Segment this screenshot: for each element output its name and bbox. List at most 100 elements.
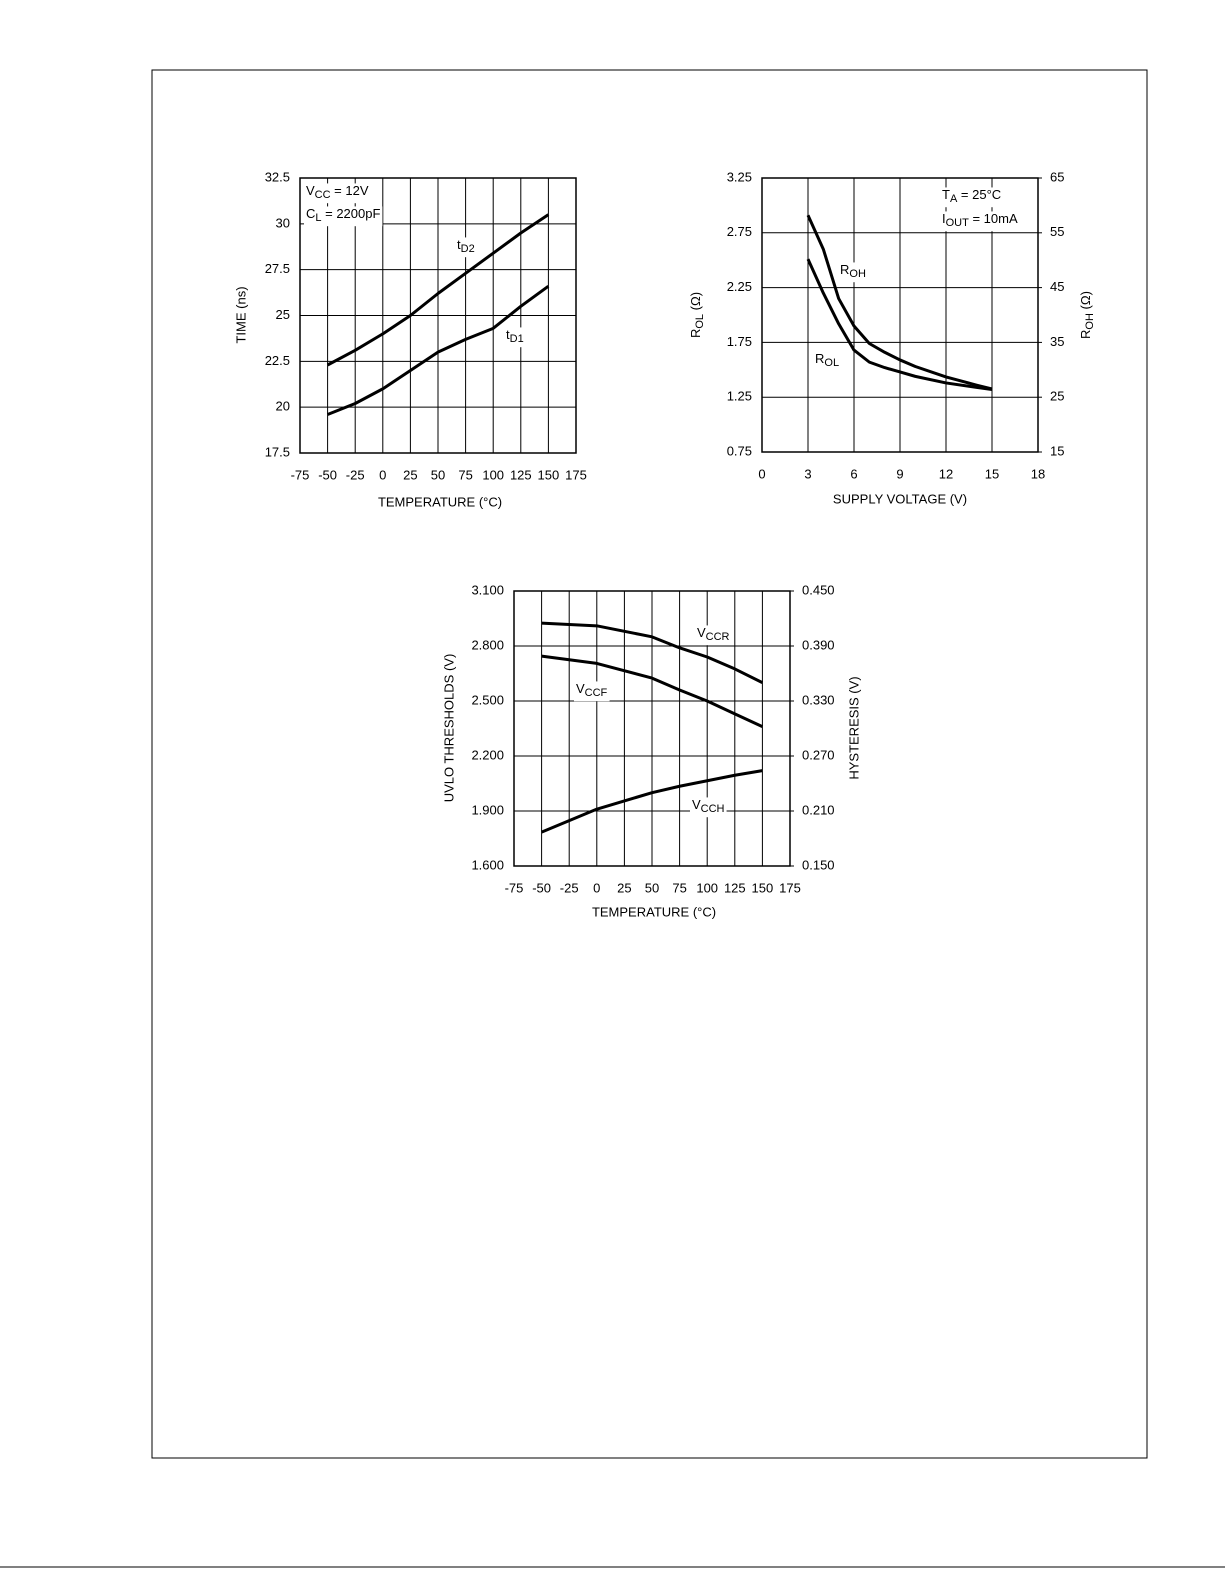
y-tick-label: 2.800 [471,637,504,652]
x-tick-label: 0 [379,467,386,482]
y2-axis-label-part: R [1078,330,1093,339]
y-tick-label: 22.5 [265,353,290,368]
annotation-part: = 10mA [969,211,1018,226]
series-label-part: CCH [701,803,725,815]
series-label: ROH [840,262,866,280]
y-axis-label: ROL (Ω) [688,292,706,338]
x-tick-label: 15 [985,466,999,481]
y-tick-label: 2.200 [471,747,504,762]
annotation-part: CC [315,189,331,201]
y-tick-label: 3.100 [471,582,504,597]
x-tick-label: -50 [532,880,551,895]
annotation-part: A [950,193,958,205]
y2-axis-label-part: (Ω) [1078,291,1093,313]
series-label-part: R [840,262,849,277]
series-line [806,258,993,392]
series-label: tD1 [506,327,524,345]
label-backdrop [940,187,1004,208]
label-backdrop [574,681,610,702]
series-label-part: V [692,797,701,812]
series-label-part: V [697,625,706,640]
x-tick-label: 150 [752,880,774,895]
annotation-part: = 12V [331,183,369,198]
y-tick-label: 27.5 [265,261,290,276]
x-tick-label: 75 [672,880,686,895]
y2-tick-label: 0.390 [802,637,835,652]
label-backdrop [304,206,383,227]
label-backdrop [455,237,477,258]
y-axis-label-part: OL [694,314,706,329]
y2-axis-label: ROH (Ω) [1078,291,1096,339]
annotation: CL = 2200pF [306,206,380,224]
x-tick-label: -25 [346,467,365,482]
x-tick-label: -50 [318,467,337,482]
series-label-part: D2 [461,243,475,255]
y-tick-label: 17.5 [265,444,290,459]
series-label-part: OH [849,268,866,280]
label-backdrop [690,797,727,818]
annotation-part: = 25°C [957,187,1001,202]
series-label-part: V [576,681,585,696]
y2-tick-label: 35 [1050,334,1064,349]
x-tick-label: -75 [291,467,310,482]
x-tick-label: 75 [458,467,472,482]
y2-tick-label: 0.330 [802,692,835,707]
annotation-part: C [306,206,315,221]
y-tick-label: 1.900 [471,802,504,817]
x-tick-label: 3 [804,466,811,481]
y-tick-label: 2.500 [471,692,504,707]
y2-tick-label: 25 [1050,389,1064,404]
plot-frame [761,177,1039,453]
x-tick-label: 175 [779,880,801,895]
label-backdrop [838,262,868,283]
label-backdrop [695,625,732,646]
annotation-part: T [942,187,950,202]
plot-frame [513,590,791,867]
y-tick-label: 0.75 [727,443,752,458]
x-tick-label: 50 [645,880,659,895]
y-tick-label: 2.75 [727,224,752,239]
x-tick-label: 0 [593,880,600,895]
y2-tick-label: 0.270 [802,747,835,762]
series-label: VCCH [692,797,725,815]
y-axis-label: TIME (ns) [233,286,248,343]
y-tick-label: 3.25 [727,169,752,184]
y2-axis-label: HYSTERESIS (V) [846,676,861,779]
annotation: TA = 25°C [942,187,1001,205]
series-label-part: CCF [585,687,608,699]
x-tick-label: 9 [896,466,903,481]
label-backdrop [504,327,526,348]
annotation-part: V [306,183,315,198]
y2-axis-label-part: OH [1084,313,1096,330]
y-tick-label: 1.600 [471,857,504,872]
x-tick-label: 0 [758,466,765,481]
page-border [151,69,1148,1459]
y2-tick-label: 0.450 [802,582,835,597]
x-tick-label: 125 [510,467,532,482]
series-line [326,213,550,367]
series-label-part: t [506,327,510,342]
annotation-part: L [315,212,321,224]
series-label-part: D1 [510,333,524,345]
series-line [541,621,764,685]
y-tick-label: 1.25 [727,389,752,404]
x-tick-label: 125 [724,880,746,895]
series-line [541,769,763,834]
y2-tick-label: 0.210 [802,802,835,817]
x-tick-label: 25 [403,467,417,482]
label-backdrop [304,183,371,204]
y2-tick-label: 0.150 [802,857,835,872]
y-tick-label: 20 [276,399,290,414]
y-axis-label-part: (Ω) [688,292,703,314]
label-backdrop [813,351,842,372]
annotation-part: = 2200pF [322,206,381,221]
x-tick-label: -75 [505,880,524,895]
y2-tick-label: 45 [1050,279,1064,294]
annotation: VCC = 12V [306,183,369,201]
x-tick-label: 100 [696,880,718,895]
series-label: VCCR [697,625,730,643]
y-tick-label: 1.75 [727,334,752,349]
series-label-part: CCR [706,631,730,643]
x-tick-label: 150 [538,467,560,482]
